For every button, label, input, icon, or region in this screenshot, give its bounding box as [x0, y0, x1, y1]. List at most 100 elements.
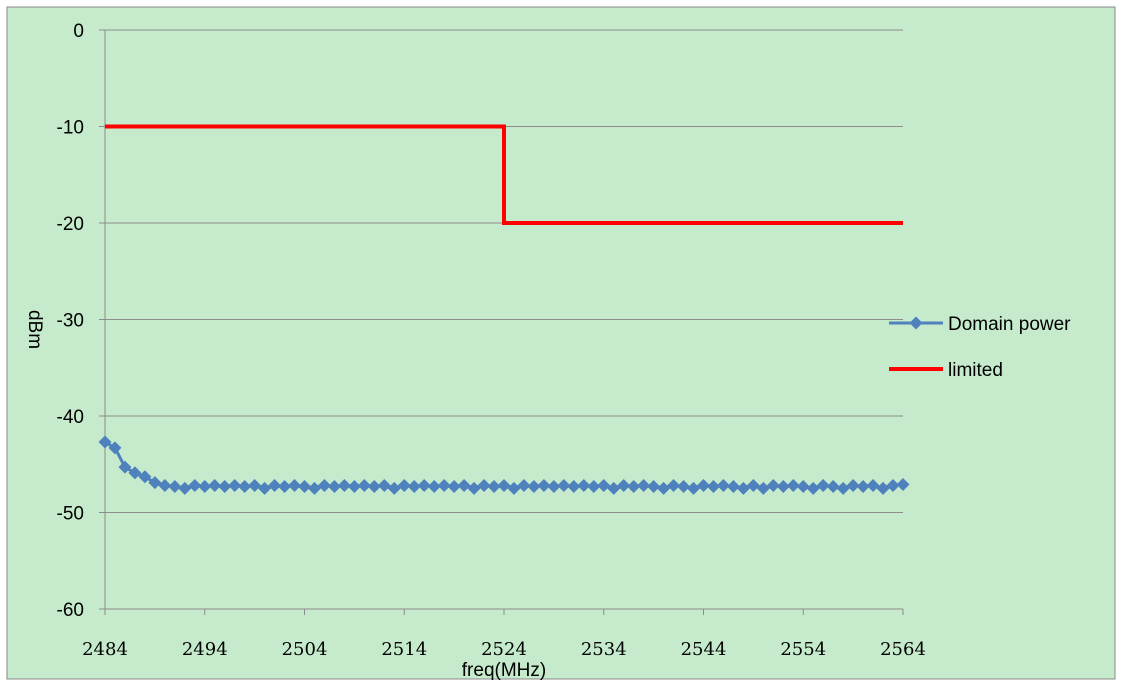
data-point	[786, 478, 800, 492]
data-point	[846, 478, 860, 492]
data-point	[447, 479, 461, 493]
data-point	[377, 478, 391, 492]
data-point	[98, 435, 112, 449]
data-point	[138, 470, 152, 484]
data-point	[477, 478, 491, 492]
data-point	[357, 478, 371, 492]
data-point	[557, 478, 571, 492]
data-point	[228, 478, 242, 492]
data-point	[736, 481, 750, 495]
data-point	[487, 479, 501, 493]
data-point	[866, 478, 880, 492]
data-point	[856, 479, 870, 493]
series-layer	[98, 124, 910, 495]
data-point	[497, 478, 511, 492]
data-point	[826, 479, 840, 493]
data-point	[248, 478, 262, 492]
data-point	[617, 478, 631, 492]
y-tick-label: 0	[73, 21, 84, 42]
x-axis-title: freq(MHz)	[462, 660, 546, 681]
data-point	[577, 478, 591, 492]
data-point	[108, 441, 122, 455]
x-tick-label: 2494	[182, 639, 228, 660]
data-point	[118, 460, 132, 474]
series-line-limited	[105, 124, 903, 225]
data-point	[367, 479, 381, 493]
data-point	[307, 481, 321, 495]
data-point	[148, 476, 162, 490]
data-point	[766, 478, 780, 492]
x-tick-label: 2514	[381, 639, 427, 660]
legend: Domain power limited	[889, 314, 1071, 381]
data-point	[886, 478, 900, 492]
data-point	[607, 481, 621, 495]
y-tick-label: -20	[57, 214, 84, 235]
data-point	[337, 478, 351, 492]
data-point	[407, 479, 421, 493]
y-axis-title: dBm	[24, 310, 45, 349]
data-point	[317, 478, 331, 492]
data-point	[327, 479, 341, 493]
data-point	[716, 478, 730, 492]
data-point	[637, 478, 651, 492]
data-point	[258, 481, 272, 495]
data-point	[677, 479, 691, 493]
data-point	[776, 479, 790, 493]
legend-label-domain-power: Domain power	[948, 314, 1071, 335]
data-point	[876, 481, 890, 495]
x-tick-label: 2554	[780, 639, 826, 660]
data-point	[687, 481, 701, 495]
data-point	[178, 481, 192, 495]
data-point	[387, 481, 401, 495]
data-point	[208, 478, 222, 492]
data-point	[647, 479, 661, 493]
data-point	[547, 479, 561, 493]
data-point	[278, 479, 292, 493]
data-point	[238, 479, 252, 493]
data-point	[627, 479, 641, 493]
x-tick-label: 2564	[880, 639, 926, 660]
data-point	[347, 479, 361, 493]
chart-background	[6, 6, 1116, 680]
x-tick-label: 2544	[681, 639, 727, 660]
data-point	[168, 479, 182, 493]
data-point	[457, 478, 471, 492]
x-tick-label: 2484	[82, 639, 128, 660]
data-point	[268, 478, 282, 492]
x-tick-label: 2504	[282, 639, 328, 660]
legend-marker-domain-power	[909, 316, 923, 330]
data-point	[527, 479, 541, 493]
data-point	[726, 479, 740, 493]
data-point	[657, 481, 671, 495]
data-point	[298, 479, 311, 493]
data-point	[517, 478, 531, 492]
data-point	[128, 466, 142, 480]
data-point	[587, 479, 601, 493]
data-point	[796, 479, 810, 493]
x-axis-tick-labels: 2484 2494 2504 2514 2524 2534 2544 2554 2564	[82, 639, 926, 660]
data-point	[896, 478, 910, 492]
data-point	[537, 478, 551, 492]
y-tick-label: -60	[57, 600, 84, 621]
data-point	[836, 481, 850, 495]
data-point	[507, 481, 521, 495]
data-point	[706, 479, 720, 493]
data-point	[806, 481, 820, 495]
data-point	[597, 478, 611, 492]
y-axis-tick-labels: 0 -10 -20 -30 -40 -50 -60	[57, 21, 84, 621]
data-point	[437, 478, 451, 492]
data-point	[288, 478, 302, 492]
y-tick-label: -10	[57, 118, 84, 139]
data-point	[427, 479, 441, 493]
data-point	[697, 478, 710, 492]
data-point	[746, 478, 760, 492]
x-tick-label: 2524	[481, 639, 527, 660]
data-point	[158, 478, 172, 492]
data-point	[467, 481, 481, 495]
data-point	[816, 478, 830, 492]
data-point	[667, 478, 681, 492]
y-tick-label: -30	[57, 311, 84, 332]
data-point	[188, 478, 202, 492]
y-tick-label: -40	[57, 407, 84, 428]
